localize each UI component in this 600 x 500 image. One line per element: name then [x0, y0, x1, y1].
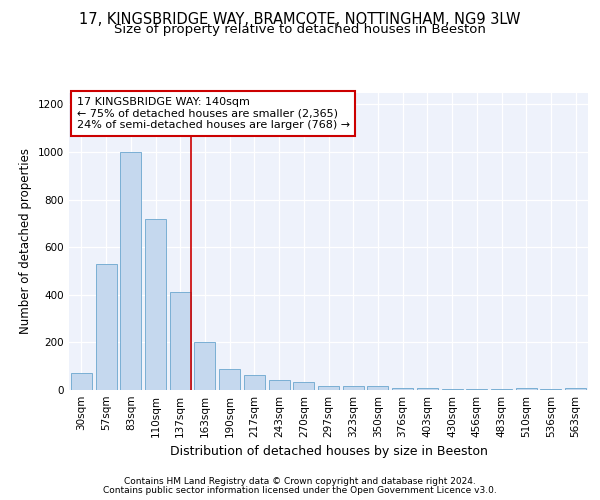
Bar	[516, 388, 537, 390]
Bar	[293, 382, 314, 390]
Bar	[95, 264, 116, 390]
Bar	[442, 388, 463, 390]
Bar	[417, 388, 438, 390]
Bar	[244, 375, 265, 390]
Text: Contains public sector information licensed under the Open Government Licence v3: Contains public sector information licen…	[103, 486, 497, 495]
Bar	[343, 386, 364, 390]
Y-axis label: Number of detached properties: Number of detached properties	[19, 148, 32, 334]
Text: Contains HM Land Registry data © Crown copyright and database right 2024.: Contains HM Land Registry data © Crown c…	[124, 477, 476, 486]
Bar	[392, 388, 413, 390]
Bar	[367, 386, 388, 390]
Bar	[219, 368, 240, 390]
Bar	[466, 388, 487, 390]
Bar	[269, 380, 290, 390]
Bar	[120, 152, 141, 390]
Bar	[565, 388, 586, 390]
Bar	[170, 292, 191, 390]
Bar	[491, 388, 512, 390]
Bar	[71, 374, 92, 390]
Text: 17, KINGSBRIDGE WAY, BRAMCOTE, NOTTINGHAM, NG9 3LW: 17, KINGSBRIDGE WAY, BRAMCOTE, NOTTINGHA…	[79, 12, 521, 27]
Text: 17 KINGSBRIDGE WAY: 140sqm
← 75% of detached houses are smaller (2,365)
24% of s: 17 KINGSBRIDGE WAY: 140sqm ← 75% of deta…	[77, 97, 350, 130]
Bar	[318, 386, 339, 390]
Bar	[145, 218, 166, 390]
X-axis label: Distribution of detached houses by size in Beeston: Distribution of detached houses by size …	[170, 446, 487, 458]
Text: Size of property relative to detached houses in Beeston: Size of property relative to detached ho…	[114, 22, 486, 36]
Bar	[194, 342, 215, 390]
